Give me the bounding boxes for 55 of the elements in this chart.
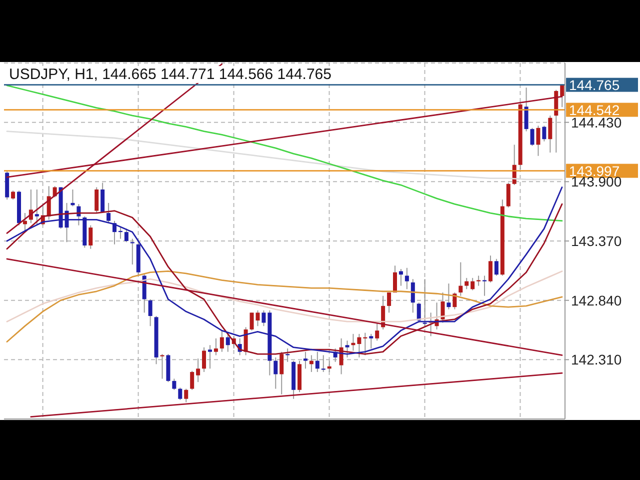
candlestick	[178, 387, 182, 400]
candlestick	[100, 182, 105, 214]
candlestick	[190, 370, 194, 390]
candlestick	[542, 125, 546, 142]
candlestick	[524, 87, 528, 132]
candlestick	[262, 310, 266, 327]
candlestick	[124, 228, 128, 243]
candlestick	[357, 333, 362, 358]
candlestick	[470, 277, 475, 291]
candlestick	[94, 186, 99, 214]
candlestick	[482, 275, 487, 296]
ref-line-label: 144.765	[569, 76, 620, 93]
candlestick	[184, 388, 188, 403]
candlestick	[410, 278, 415, 314]
line-series	[6, 130, 563, 180]
candlestick	[34, 189, 39, 226]
candlestick	[387, 292, 392, 314]
candlestick	[226, 332, 230, 352]
candlestick	[458, 262, 463, 296]
candlestick	[214, 338, 218, 356]
candlestick	[506, 182, 510, 208]
candlestick	[446, 283, 451, 310]
candlestick	[375, 322, 380, 342]
y-tick-label: 143.370	[571, 232, 622, 249]
candlestick	[488, 255, 492, 283]
candlestick	[106, 202, 111, 224]
candlestick	[88, 224, 93, 250]
candlestick	[404, 267, 409, 290]
line-series	[6, 270, 563, 342]
candlestick	[303, 351, 308, 370]
line-series	[6, 84, 563, 222]
candlestick	[274, 356, 278, 390]
candlestick	[536, 125, 540, 156]
candlestick	[452, 292, 457, 310]
candlestick	[280, 351, 284, 395]
y-tick-label: 142.840	[571, 292, 622, 308]
candlestick	[464, 277, 469, 290]
candlestick	[196, 358, 200, 383]
candlestick	[476, 275, 481, 286]
candlestick	[393, 265, 397, 293]
candlestick	[220, 330, 224, 352]
candlestick	[548, 115, 552, 154]
candlestick	[208, 344, 212, 370]
candlestick	[530, 127, 534, 146]
candlestick	[148, 298, 152, 327]
chart-title: USDJPY, H1, 144.665 144.771 144.566 144.765	[7, 66, 334, 83]
candlestick	[369, 333, 374, 349]
y-tick-label: 142.310	[571, 352, 622, 368]
candlestick	[398, 268, 403, 286]
candlestick	[416, 302, 421, 324]
candlestick	[202, 346, 206, 372]
candlestick	[494, 258, 498, 276]
candlestick	[422, 278, 427, 327]
candlestick	[160, 354, 164, 380]
candlestick	[172, 378, 176, 390]
